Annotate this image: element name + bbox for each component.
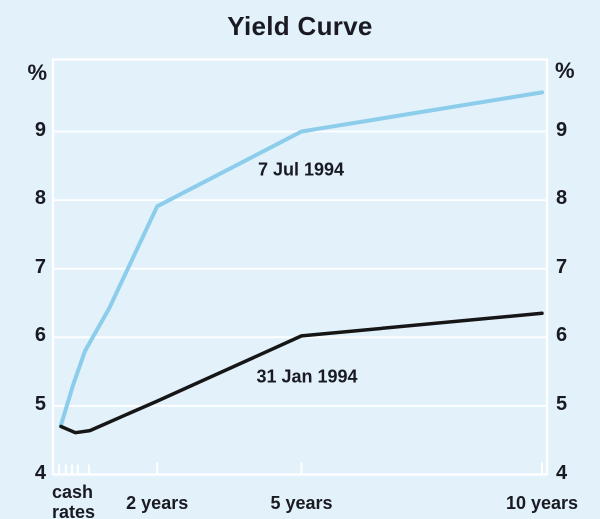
series-label-31-jan-1994: 31 Jan 1994 [256,367,357,388]
y-tick-label-right: 9 [556,120,567,140]
chart-title: Yield Curve [0,11,600,42]
series-label-7-jul-1994: 7 Jul 1994 [258,160,344,181]
yield-curve-figure: Yield Curve % % 7 Jul 1994 31 Jan 1994 4… [0,0,600,519]
y-tick-label-right: 7 [556,257,567,277]
x-tick-label-line: rates [52,502,95,519]
x-tick-label-10-years: 10 years [506,493,578,513]
y-tick-label-right: 6 [556,325,567,345]
x-tick-label-2-years: 2 years [126,493,188,513]
x-tick-label-5-years: 5 years [270,493,332,513]
y-tick-label-left: 7 [35,257,46,277]
y-tick-label-left: 4 [35,463,46,483]
y-tick-label-left: 8 [35,188,46,208]
y-tick-label-left: 6 [35,325,46,345]
y-axis-unit-right: % [555,58,575,84]
y-tick-label-right: 4 [556,463,567,483]
x-tick-label-line: cash [52,482,95,502]
y-tick-label-right: 5 [556,394,567,414]
y-tick-label-left: 9 [35,120,46,140]
y-tick-label-left: 5 [35,394,46,414]
x-tick-label-cash-rates: cashrates [52,482,95,519]
y-tick-label-right: 8 [556,188,567,208]
plot-canvas [0,0,600,519]
y-axis-unit-left: % [27,60,47,86]
